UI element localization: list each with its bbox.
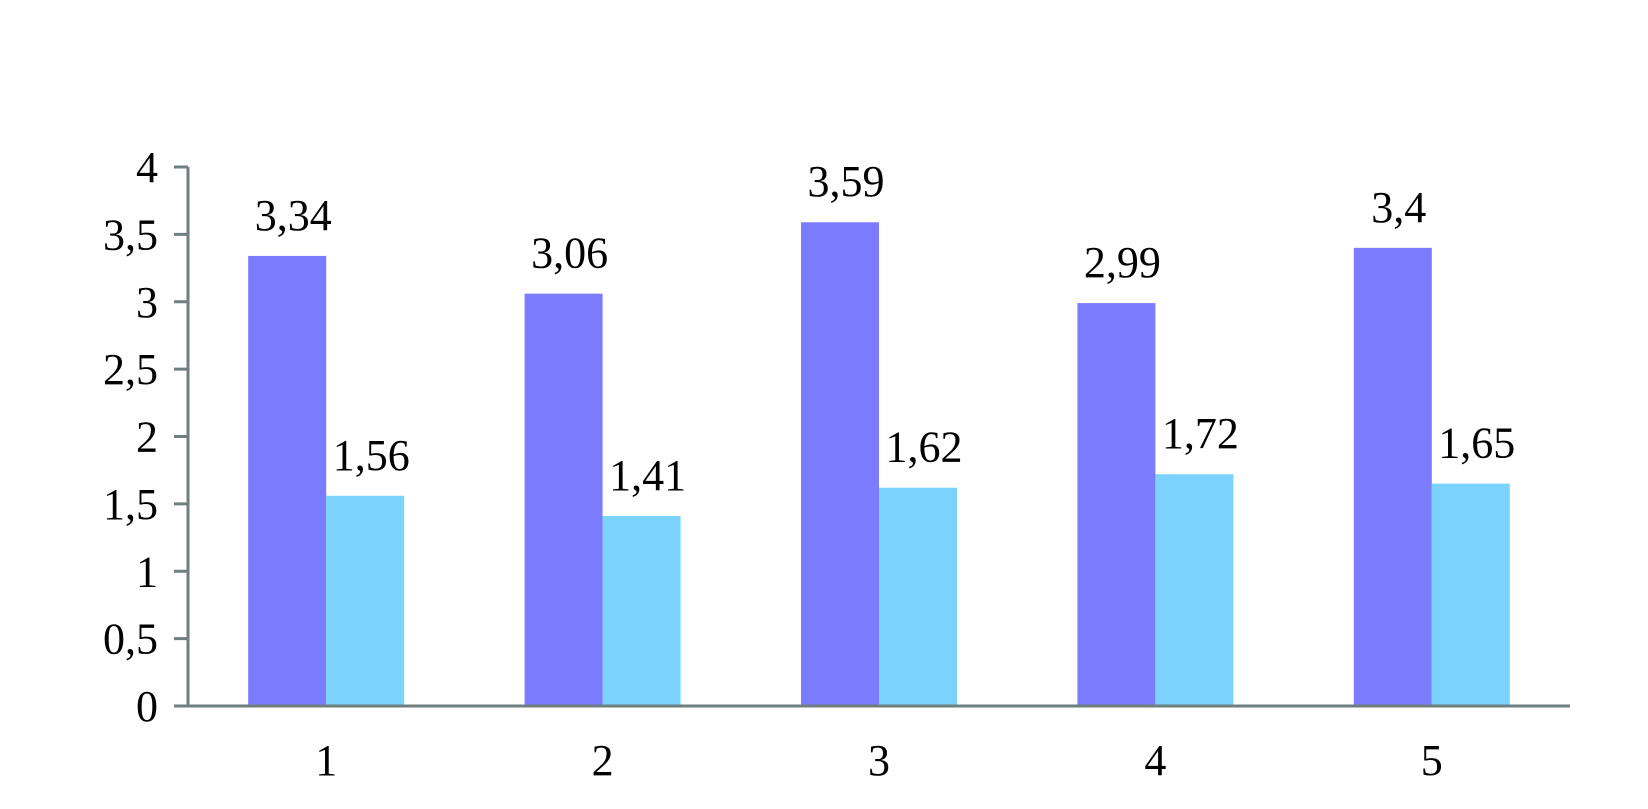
axes bbox=[186, 167, 1570, 708]
y-tick-label: 1,5 bbox=[103, 480, 158, 529]
x-tick-label: 1 bbox=[315, 736, 337, 785]
bar bbox=[1353, 247, 1432, 706]
bar bbox=[879, 487, 957, 706]
x-axis-labels: 1 2 3 4 5 bbox=[315, 736, 1443, 785]
data-label: 3,4 bbox=[1371, 183, 1426, 232]
x-tick-label: 4 bbox=[1144, 736, 1166, 785]
x-tick-label: 2 bbox=[592, 736, 614, 785]
data-label: 1,41 bbox=[609, 451, 686, 500]
data-label: 1,72 bbox=[1162, 409, 1239, 458]
bar bbox=[524, 293, 603, 706]
bar bbox=[602, 516, 681, 706]
y-tick-label: 0,5 bbox=[103, 615, 158, 664]
bar bbox=[1155, 474, 1234, 706]
y-tick-label: 3,5 bbox=[103, 210, 158, 259]
bars bbox=[248, 222, 1510, 706]
bar bbox=[1077, 303, 1156, 706]
bar bbox=[1431, 483, 1510, 706]
y-tick-label: 0 bbox=[136, 682, 158, 731]
data-label: 2,99 bbox=[1084, 238, 1161, 287]
y-tick-label: 2 bbox=[136, 413, 158, 462]
x-tick-label: 3 bbox=[868, 736, 890, 785]
bar bbox=[248, 255, 327, 706]
bar bbox=[801, 222, 879, 706]
bar bbox=[326, 495, 405, 706]
data-label: 3,59 bbox=[808, 157, 885, 206]
y-tick-label: 4 bbox=[136, 143, 158, 192]
data-label: 1,65 bbox=[1438, 419, 1515, 468]
data-label: 3,34 bbox=[255, 191, 332, 240]
data-label: 3,06 bbox=[531, 229, 608, 278]
y-tick-label: 1 bbox=[136, 547, 158, 596]
y-tick-label: 2,5 bbox=[103, 345, 158, 394]
data-label: 1,56 bbox=[333, 431, 410, 480]
y-axis-ticks: 0 0,5 1 1,5 2 2,5 3 3,5 4 bbox=[103, 143, 188, 731]
data-label: 1,62 bbox=[886, 423, 963, 472]
x-tick-label: 5 bbox=[1421, 736, 1443, 785]
data-labels: 3,34 1,56 3,06 1,41 3,59 1,62 2,99 1,72 3,4 1,65 bbox=[255, 157, 1516, 500]
y-tick-label: 3 bbox=[136, 278, 158, 327]
